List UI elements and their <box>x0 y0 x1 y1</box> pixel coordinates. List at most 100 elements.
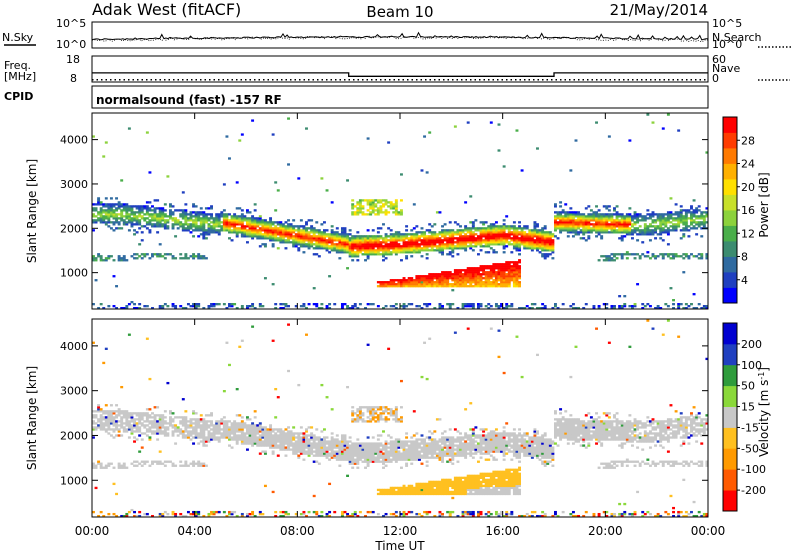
velocity-echo-cell <box>135 414 139 417</box>
velocity-echo-cell <box>251 444 255 447</box>
power-echo-cell <box>379 253 383 256</box>
velocity-echo-cell <box>323 442 326 445</box>
power-echo-cell <box>199 221 203 224</box>
power-echo-cell <box>412 281 416 284</box>
power-echo-cell <box>690 219 693 222</box>
power-echo-cell <box>330 249 334 252</box>
power-echo-cell <box>174 307 178 310</box>
power-echo-cell <box>600 223 604 226</box>
velocity-echo-cell <box>166 512 170 516</box>
power-echo-cell <box>364 251 367 254</box>
power-echo-cell <box>202 307 206 310</box>
power-echo-cell <box>115 203 119 206</box>
velocity-echo-cell <box>387 460 391 463</box>
power-echo-cell <box>171 225 175 228</box>
velocity-echo-cell <box>366 408 370 411</box>
velocity-echo-cell <box>340 458 344 461</box>
velocity-echo-cell <box>353 462 357 465</box>
power-echo-cell <box>240 231 244 234</box>
power-echo-cell <box>628 227 632 230</box>
power-echo-cell <box>435 277 439 280</box>
power-echo-cell <box>666 113 670 116</box>
velocity-echo-cell <box>240 424 244 427</box>
power-echo-cell <box>323 247 326 250</box>
power-echo-cell <box>238 207 242 210</box>
power-echo-cell <box>425 247 429 250</box>
power-echo-cell <box>238 219 242 222</box>
power-echo-cell <box>156 219 160 222</box>
power-echo-cell <box>636 229 640 232</box>
power-echo-cell <box>217 217 221 220</box>
power-echo-cell <box>328 307 332 310</box>
power-echo-cell <box>140 257 144 260</box>
power-echo-cell <box>546 231 550 234</box>
power-echo-cell <box>641 217 645 220</box>
power-echo-cell <box>330 233 334 236</box>
power-echo-cell <box>400 305 403 308</box>
power-echo-cell <box>494 303 498 306</box>
power-echo-cell <box>700 255 704 258</box>
velocity-echo-cell <box>371 446 375 449</box>
power-echo-cell <box>536 247 539 250</box>
power-echo-cell <box>246 241 249 244</box>
power-echo-cell <box>174 217 178 220</box>
velocity-echo-cell <box>238 428 242 431</box>
power-echo-cell <box>589 209 593 212</box>
velocity-echo-cell <box>387 454 391 457</box>
power-echo-cell <box>240 233 244 236</box>
power-echo-cell <box>479 249 483 252</box>
power-echo-cell <box>281 229 285 232</box>
velocity-echo-cell <box>364 406 367 409</box>
power-echo-cell <box>523 225 527 228</box>
power-echo-cell <box>451 303 455 306</box>
power-echo-cell <box>225 215 229 218</box>
power-echo-cell <box>520 239 524 242</box>
power-echo-cell <box>351 205 355 208</box>
velocity-echo-cell <box>228 432 231 435</box>
velocity-echo-cell <box>235 436 239 439</box>
power-echo-cell <box>505 279 509 282</box>
power-echo-cell <box>536 229 539 232</box>
power-echo-cell <box>107 219 111 222</box>
power-echo-cell <box>425 305 429 308</box>
power-echo-cell <box>156 213 160 216</box>
power-echo-cell <box>638 255 642 258</box>
power-echo-cell <box>251 119 255 122</box>
power-echo-cell <box>228 221 231 224</box>
velocity-echo-cell <box>356 416 360 419</box>
power-echo-cell <box>494 263 498 266</box>
velocity-echo-cell <box>151 426 154 429</box>
power-echo-cell <box>702 305 706 308</box>
power-echo-cell <box>107 225 111 228</box>
power-echo-cell <box>312 243 316 246</box>
power-echo-cell <box>464 243 468 246</box>
power-echo-cell <box>389 285 393 288</box>
velocity-echo-cell <box>302 434 306 437</box>
power-echo-cell <box>477 303 480 306</box>
power-echo-cell <box>446 229 450 232</box>
power-echo-cell <box>453 233 457 236</box>
power-echo-cell <box>669 211 673 214</box>
velocity-echo-cell <box>253 514 257 518</box>
power-echo-cell <box>451 239 455 242</box>
power-echo-cell <box>587 229 591 232</box>
power-echo-cell <box>525 241 529 244</box>
velocity-echo-cell <box>374 446 378 449</box>
power-echo-cell <box>92 221 95 224</box>
velocity-echo-cell <box>127 420 131 423</box>
power-echo-cell <box>497 241 501 244</box>
power-echo-cell <box>484 283 488 286</box>
power-echo-cell <box>117 255 121 258</box>
velocity-echo-cell <box>197 432 201 435</box>
power-echo-cell <box>471 281 475 284</box>
velocity-echo-cell <box>338 448 342 451</box>
power-echo-cell <box>620 255 624 258</box>
velocity-echo-cell <box>384 458 388 461</box>
power-echo-cell <box>251 217 255 220</box>
power-echo-cell <box>435 247 439 250</box>
power-echo-cell <box>130 209 134 212</box>
power-echo-cell <box>384 213 388 216</box>
power-echo-cell <box>384 199 388 202</box>
power-echo-cell <box>335 249 339 252</box>
velocity-echo-cell <box>328 448 332 451</box>
